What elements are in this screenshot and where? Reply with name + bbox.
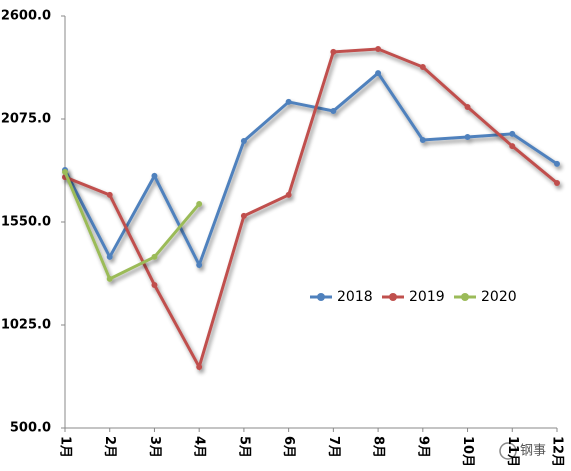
watermark-icon bbox=[499, 442, 517, 460]
point bbox=[330, 48, 337, 55]
point bbox=[240, 137, 247, 144]
series-line bbox=[63, 70, 558, 269]
x-tick-label: 7月 bbox=[326, 436, 341, 458]
point bbox=[285, 191, 292, 198]
x-tick-label: 11月 bbox=[505, 436, 520, 467]
x-tick-label: 3月 bbox=[147, 436, 162, 458]
point bbox=[106, 191, 113, 198]
point bbox=[151, 253, 158, 260]
x-tick-label: 6月 bbox=[281, 436, 296, 458]
legend-label: 2020 bbox=[481, 289, 517, 305]
point bbox=[62, 168, 68, 175]
point bbox=[419, 136, 426, 143]
point bbox=[509, 130, 516, 137]
point bbox=[151, 281, 158, 288]
point bbox=[151, 172, 158, 179]
series-line bbox=[63, 171, 201, 281]
x-tick-label: 8月 bbox=[371, 436, 386, 458]
y-tick-label: 1550.0 bbox=[1, 215, 51, 230]
point bbox=[464, 134, 471, 141]
x-tick-label: 12月 bbox=[550, 436, 565, 467]
point bbox=[240, 212, 247, 219]
legend-marker bbox=[461, 293, 469, 301]
point bbox=[196, 363, 203, 370]
point bbox=[554, 160, 560, 167]
watermark-text: 钢事 bbox=[520, 444, 546, 459]
legend-marker bbox=[317, 293, 325, 301]
point bbox=[375, 70, 382, 77]
point bbox=[464, 104, 471, 111]
x-tick-label: 2月 bbox=[102, 436, 117, 458]
x-tick-label: 4月 bbox=[192, 436, 207, 458]
series bbox=[62, 45, 560, 371]
x-tick-label: 5月 bbox=[236, 436, 251, 458]
y-tick-label: 2600.0 bbox=[1, 9, 51, 24]
legend-marker bbox=[389, 293, 397, 301]
x-tick-label: 1月 bbox=[58, 436, 73, 458]
point bbox=[419, 64, 426, 71]
point bbox=[509, 143, 516, 150]
series-line bbox=[64, 47, 558, 371]
y-tick-label: 500.0 bbox=[10, 421, 51, 436]
point bbox=[196, 200, 203, 207]
y-tick-label: 1025.0 bbox=[1, 318, 51, 333]
x-tick-label: 9月 bbox=[415, 436, 430, 458]
point bbox=[375, 45, 382, 52]
series bbox=[62, 70, 560, 269]
point bbox=[196, 261, 203, 268]
point bbox=[285, 98, 292, 105]
legend-label: 2019 bbox=[409, 289, 445, 305]
watermark: 钢事 bbox=[499, 442, 546, 460]
point bbox=[330, 107, 337, 114]
point bbox=[554, 179, 560, 186]
series bbox=[62, 168, 203, 282]
point bbox=[106, 275, 113, 282]
point bbox=[106, 253, 113, 260]
x-tick-label: 10月 bbox=[460, 436, 475, 467]
y-tick-label: 2075.0 bbox=[1, 112, 51, 127]
legend-label: 2018 bbox=[337, 289, 373, 305]
